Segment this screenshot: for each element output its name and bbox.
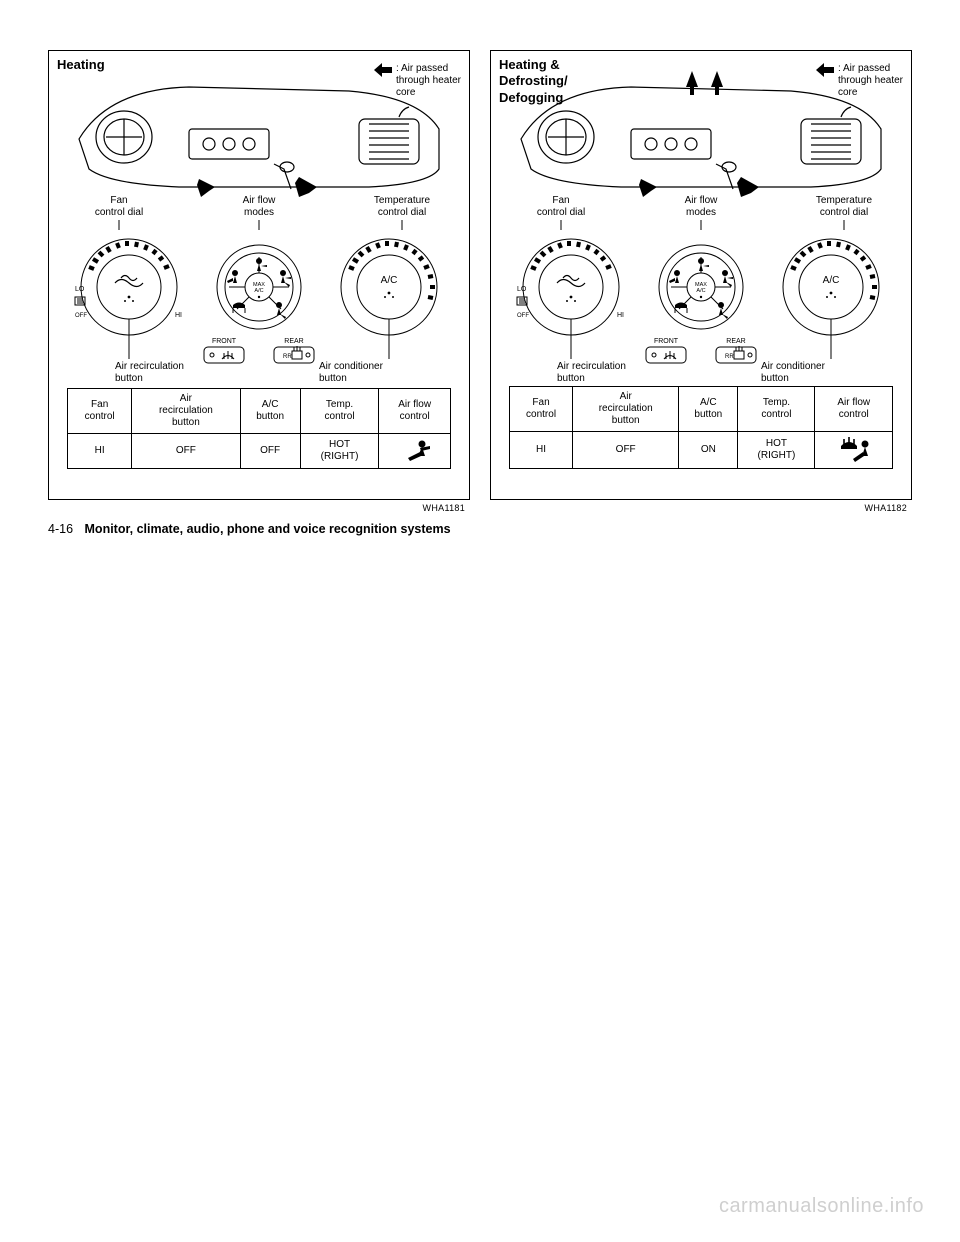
air-recirculation-button-label: Air recirculation button [115,361,215,384]
page-caption: 4-16 Monitor, climate, audio, phone and … [48,522,451,536]
svg-text:HI: HI [175,312,182,319]
table-value-row: HI OFF OFF HOT(RIGHT) [68,434,451,469]
air-conditioner-button-label: Air conditioner button [761,361,871,384]
table-cell: OFF [573,432,679,469]
dashboard-illustration [511,69,891,199]
svg-text:A/C: A/C [696,288,705,294]
table-header: Airrecirculationbutton [573,387,679,432]
page-number: 4-16 [48,522,73,536]
table-header: Fancontrol [510,387,573,432]
svg-text:FRONT: FRONT [654,338,679,345]
table-header: Air flowcontrol [379,389,451,434]
hvac-controls-illustration: LO HI OFF MAX A/C [49,227,469,377]
figure-panel-heating-defrost: Heating &Defrosting/Defogging : Air pass… [490,50,912,500]
defrost-foot-mode-icon [835,436,873,464]
table-header-row: Fancontrol Airrecirculationbutton A/Cbut… [68,389,451,434]
air-recirculation-button-label: Air recirculation button [557,361,657,384]
settings-table: Fancontrol Airrecirculationbutton A/Cbut… [509,386,893,469]
svg-text:A/C: A/C [823,275,840,286]
svg-text:A/C: A/C [254,288,263,294]
dashboard-illustration [69,69,449,199]
table-value-row: HI OFF ON HOT(RIGHT) [510,432,893,469]
svg-text:LO: LO [517,286,527,293]
table-cell: ON [679,432,738,469]
table-header: A/Cbutton [679,387,738,432]
table-header: Temp.control [738,387,815,432]
table-cell-airflow-icon [379,434,451,469]
air-conditioner-button-label: Air conditioner button [319,361,429,384]
table-cell: OFF [132,434,240,469]
upper-label-row: Fan control dial Air flow modes Temperat… [491,195,911,223]
table-header: Air flowcontrol [815,387,893,432]
table-cell-airflow-icon [815,432,893,469]
svg-text:HI: HI [617,312,624,319]
upper-label-row: Fan control dial Air flow modes Temperat… [49,195,469,223]
svg-text:REAR: REAR [284,338,303,345]
figure-code: WHA1181 [423,503,465,513]
hvac-controls-illustration: LO HI OFF MAX A/C [491,227,911,377]
table-cell: HOT(RIGHT) [738,432,815,469]
table-header: Fancontrol [68,389,132,434]
svg-text:A/C: A/C [381,275,398,286]
figure-code: WHA1182 [865,503,907,513]
table-cell: HI [68,434,132,469]
svg-text:REAR: REAR [726,338,745,345]
svg-text:OFF: OFF [75,313,87,319]
table-cell: HOT(RIGHT) [300,434,379,469]
table-header: A/Cbutton [240,389,300,434]
table-header: Airrecirculationbutton [132,389,240,434]
svg-text:RR: RR [283,354,292,360]
lower-label-row: Air recirculation button Air conditioner… [49,361,469,387]
table-cell: OFF [240,434,300,469]
watermark: carmanualsonline.info [719,1195,924,1218]
foot-mode-icon [398,438,432,464]
svg-text:FRONT: FRONT [212,338,237,345]
page: Heating : Air passed through heater core [0,0,960,500]
svg-text:OFF: OFF [517,313,529,319]
table-header: Temp.control [300,389,379,434]
svg-text:RR: RR [725,354,734,360]
figure-panel-heating: Heating : Air passed through heater core [48,50,470,500]
section-title: Monitor, climate, audio, phone and voice… [85,522,451,536]
table-header-row: Fancontrol Airrecirculationbutton A/Cbut… [510,387,893,432]
settings-table: Fancontrol Airrecirculationbutton A/Cbut… [67,388,451,469]
table-cell: HI [510,432,573,469]
lower-label-row: Air recirculation button Air conditioner… [491,361,911,387]
svg-text:LO: LO [75,286,85,293]
